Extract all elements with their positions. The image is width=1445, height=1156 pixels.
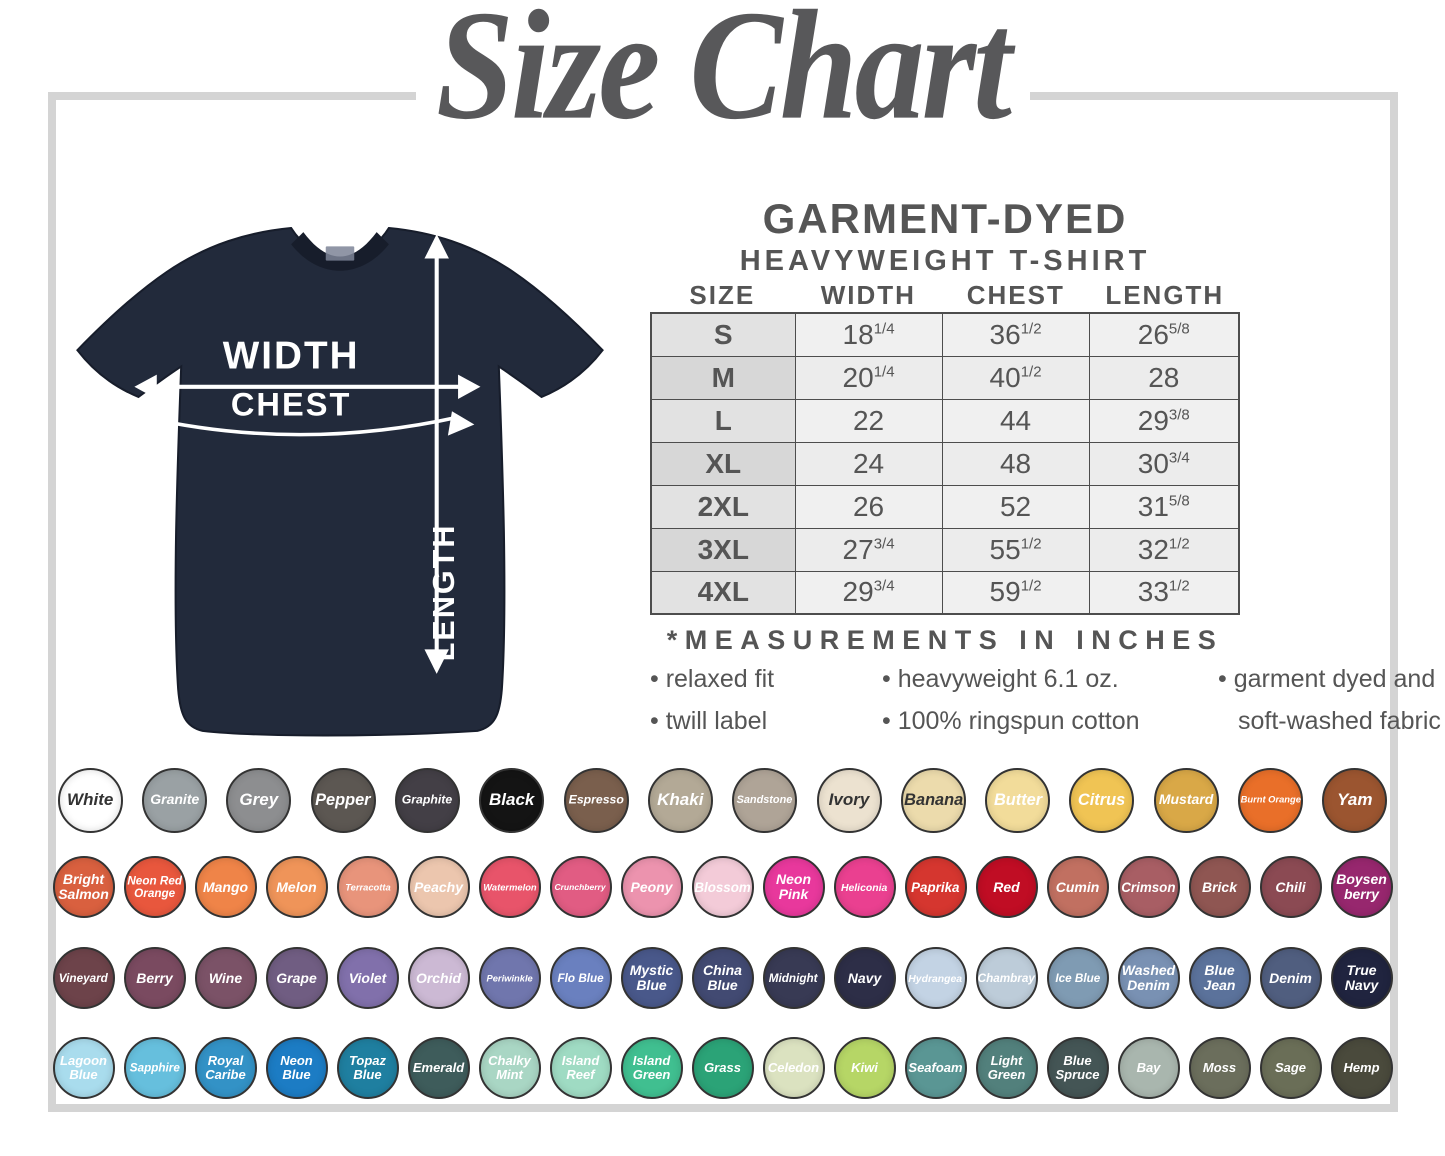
svg-text:CHEST: CHEST	[231, 386, 352, 422]
svg-text:LENGTH: LENGTH	[427, 524, 461, 662]
svg-text:WIDTH: WIDTH	[223, 334, 360, 377]
